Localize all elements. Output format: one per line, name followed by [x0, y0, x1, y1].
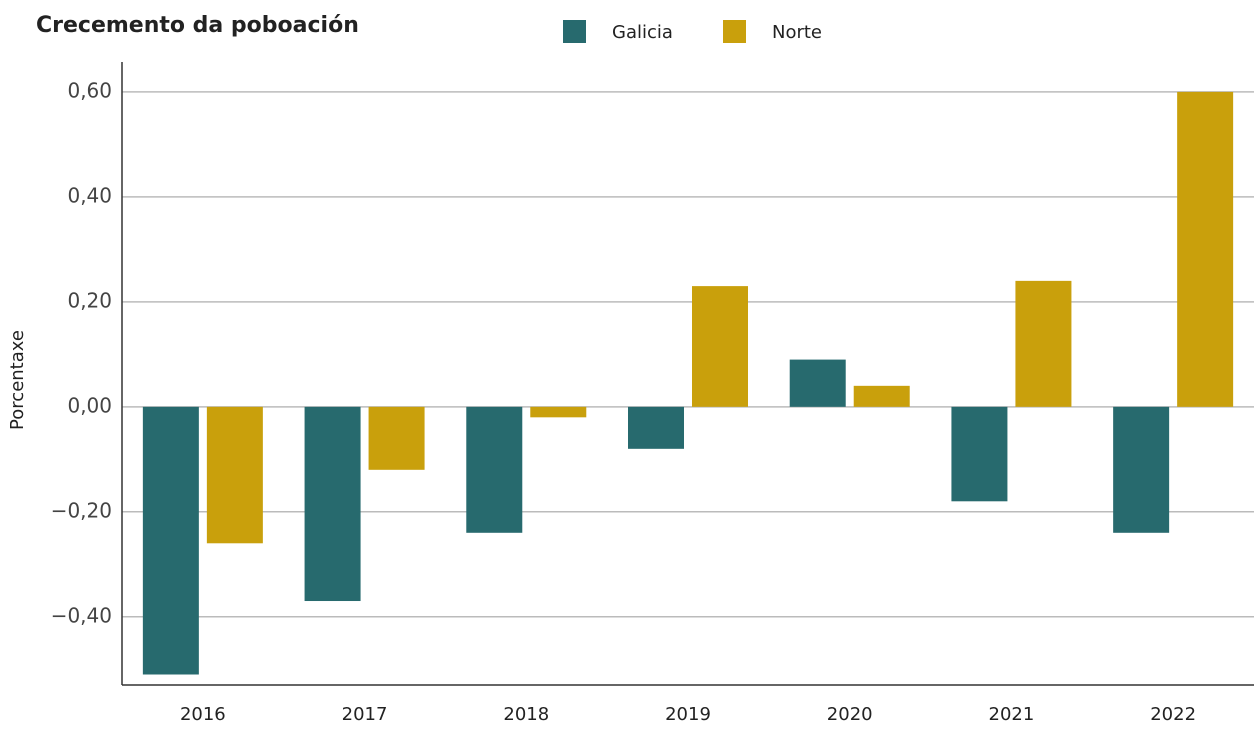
- y-tick-label: −0,20: [51, 498, 112, 522]
- bar: [368, 406, 425, 470]
- y-tick-label: 0,20: [67, 288, 112, 312]
- y-tick-label: 0,00: [67, 393, 112, 417]
- bar: [466, 406, 523, 533]
- bar: [853, 385, 910, 407]
- x-tick-label: 2019: [665, 704, 711, 725]
- x-tick-label: 2018: [503, 704, 549, 725]
- x-tick-label: 2021: [989, 704, 1035, 725]
- bar: [789, 359, 846, 407]
- legend-label: Galicia: [612, 22, 673, 43]
- y-tick-label: 0,40: [67, 183, 112, 207]
- x-tick-label: 2020: [827, 704, 873, 725]
- legend-swatch: [723, 20, 746, 43]
- bar: [628, 406, 684, 449]
- legend-swatch: [563, 20, 586, 43]
- bar: [530, 406, 587, 418]
- bar: [1113, 406, 1170, 533]
- y-tick-label: −0,40: [51, 603, 112, 627]
- bar: [304, 406, 361, 602]
- legend-label: Norte: [772, 22, 822, 43]
- bar: [1015, 280, 1072, 407]
- y-axis-label: Porcentaxe: [7, 330, 28, 430]
- bar: [142, 406, 199, 675]
- bar: [1177, 91, 1234, 407]
- bar: [692, 286, 748, 407]
- bar: [206, 406, 263, 544]
- x-tick-label: 2016: [180, 704, 226, 725]
- bar: [951, 406, 1008, 502]
- chart-title: Crecemento da poboación: [36, 13, 359, 38]
- y-tick-label: 0,60: [67, 78, 112, 102]
- x-tick-label: 2022: [1150, 704, 1196, 725]
- x-tick-label: 2017: [342, 704, 388, 725]
